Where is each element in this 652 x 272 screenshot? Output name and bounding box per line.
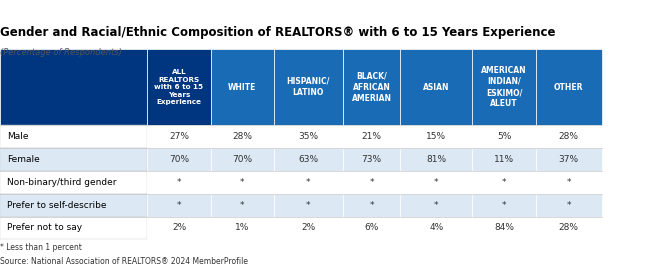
Bar <box>274 171 343 194</box>
Bar <box>473 148 535 171</box>
Bar <box>211 49 274 125</box>
Text: WHITE: WHITE <box>228 82 256 92</box>
Text: 73%: 73% <box>362 155 381 164</box>
Text: 37%: 37% <box>559 155 579 164</box>
Bar <box>0 49 147 125</box>
Text: 27%: 27% <box>169 132 189 141</box>
Bar <box>0 171 147 194</box>
Bar <box>343 171 400 194</box>
Bar <box>211 194 274 217</box>
Text: *: * <box>567 178 571 187</box>
Text: *: * <box>502 200 506 210</box>
Text: *: * <box>240 178 244 187</box>
Text: Prefer not to say: Prefer not to say <box>7 223 82 233</box>
Text: Gender and Racial/Ethnic Composition of REALTORS® with 6 to 15 Years Experience: Gender and Racial/Ethnic Composition of … <box>0 26 556 39</box>
Text: OTHER: OTHER <box>554 82 584 92</box>
Bar <box>211 125 274 148</box>
Text: 81%: 81% <box>426 155 447 164</box>
Bar <box>147 194 211 217</box>
Text: ASIAN: ASIAN <box>423 82 450 92</box>
Text: *: * <box>177 200 181 210</box>
Text: 21%: 21% <box>362 132 381 141</box>
Text: Source: National Association of REALTORS® 2024 MemberProfile: Source: National Association of REALTORS… <box>0 257 248 266</box>
Text: 28%: 28% <box>232 132 252 141</box>
Bar <box>535 49 602 125</box>
Bar <box>535 171 602 194</box>
Text: 28%: 28% <box>559 132 579 141</box>
Bar <box>147 125 211 148</box>
Bar <box>473 125 535 148</box>
Bar <box>343 49 400 125</box>
Text: *: * <box>434 178 439 187</box>
Text: 70%: 70% <box>232 155 252 164</box>
Text: 63%: 63% <box>299 155 318 164</box>
Bar <box>400 217 473 239</box>
Text: 2%: 2% <box>172 223 186 233</box>
Text: BLACK/
AFRICAN
AMERIAN: BLACK/ AFRICAN AMERIAN <box>351 72 392 103</box>
Text: 6%: 6% <box>364 223 379 233</box>
Bar <box>0 194 147 217</box>
Text: 11%: 11% <box>494 155 514 164</box>
Bar <box>400 49 473 125</box>
Bar <box>0 148 147 171</box>
Text: 84%: 84% <box>494 223 514 233</box>
Text: Non-binary/third gender: Non-binary/third gender <box>7 178 117 187</box>
Bar <box>343 194 400 217</box>
Bar <box>274 194 343 217</box>
Bar <box>535 148 602 171</box>
Text: AMERICAN
INDIAN/
ESKIMO/
ALEUT: AMERICAN INDIAN/ ESKIMO/ ALEUT <box>481 66 527 108</box>
Bar <box>473 171 535 194</box>
Text: Prefer to self-describe: Prefer to self-describe <box>7 200 107 210</box>
Bar <box>274 217 343 239</box>
Bar <box>147 171 211 194</box>
Bar <box>147 148 211 171</box>
Bar <box>147 217 211 239</box>
Bar <box>400 125 473 148</box>
Text: *: * <box>502 178 506 187</box>
Text: 28%: 28% <box>559 223 579 233</box>
Text: 15%: 15% <box>426 132 447 141</box>
Text: 2%: 2% <box>301 223 316 233</box>
Bar <box>274 148 343 171</box>
Text: *: * <box>370 200 374 210</box>
Text: *: * <box>370 178 374 187</box>
Bar <box>400 148 473 171</box>
Bar <box>535 217 602 239</box>
Text: 1%: 1% <box>235 223 250 233</box>
Text: *: * <box>306 200 310 210</box>
Text: *: * <box>434 200 439 210</box>
Text: *: * <box>306 178 310 187</box>
Text: *: * <box>240 200 244 210</box>
Bar <box>400 171 473 194</box>
Text: *: * <box>177 178 181 187</box>
Bar <box>400 194 473 217</box>
Text: * Less than 1 percent: * Less than 1 percent <box>0 243 82 252</box>
Bar <box>274 49 343 125</box>
Text: 4%: 4% <box>429 223 443 233</box>
Bar <box>535 125 602 148</box>
Bar <box>343 125 400 148</box>
Bar <box>274 125 343 148</box>
Bar <box>473 194 535 217</box>
Text: Female: Female <box>7 155 40 164</box>
Bar <box>211 171 274 194</box>
Text: 35%: 35% <box>299 132 318 141</box>
Bar <box>473 217 535 239</box>
Bar <box>211 148 274 171</box>
Text: (Percentage of Respondents): (Percentage of Respondents) <box>0 48 122 57</box>
Text: Male: Male <box>7 132 29 141</box>
Bar <box>343 148 400 171</box>
Text: 5%: 5% <box>497 132 511 141</box>
Bar <box>211 217 274 239</box>
Bar <box>473 49 535 125</box>
Bar <box>0 217 147 239</box>
Bar <box>535 194 602 217</box>
Bar <box>0 125 147 148</box>
Text: *: * <box>567 200 571 210</box>
Text: HISPANIC/
LATINO: HISPANIC/ LATINO <box>287 77 330 97</box>
Bar <box>147 49 211 125</box>
Bar <box>343 217 400 239</box>
Text: ALL
REALTORS
with 6 to 15
Years
Experience: ALL REALTORS with 6 to 15 Years Experien… <box>155 69 203 105</box>
Text: 70%: 70% <box>169 155 189 164</box>
